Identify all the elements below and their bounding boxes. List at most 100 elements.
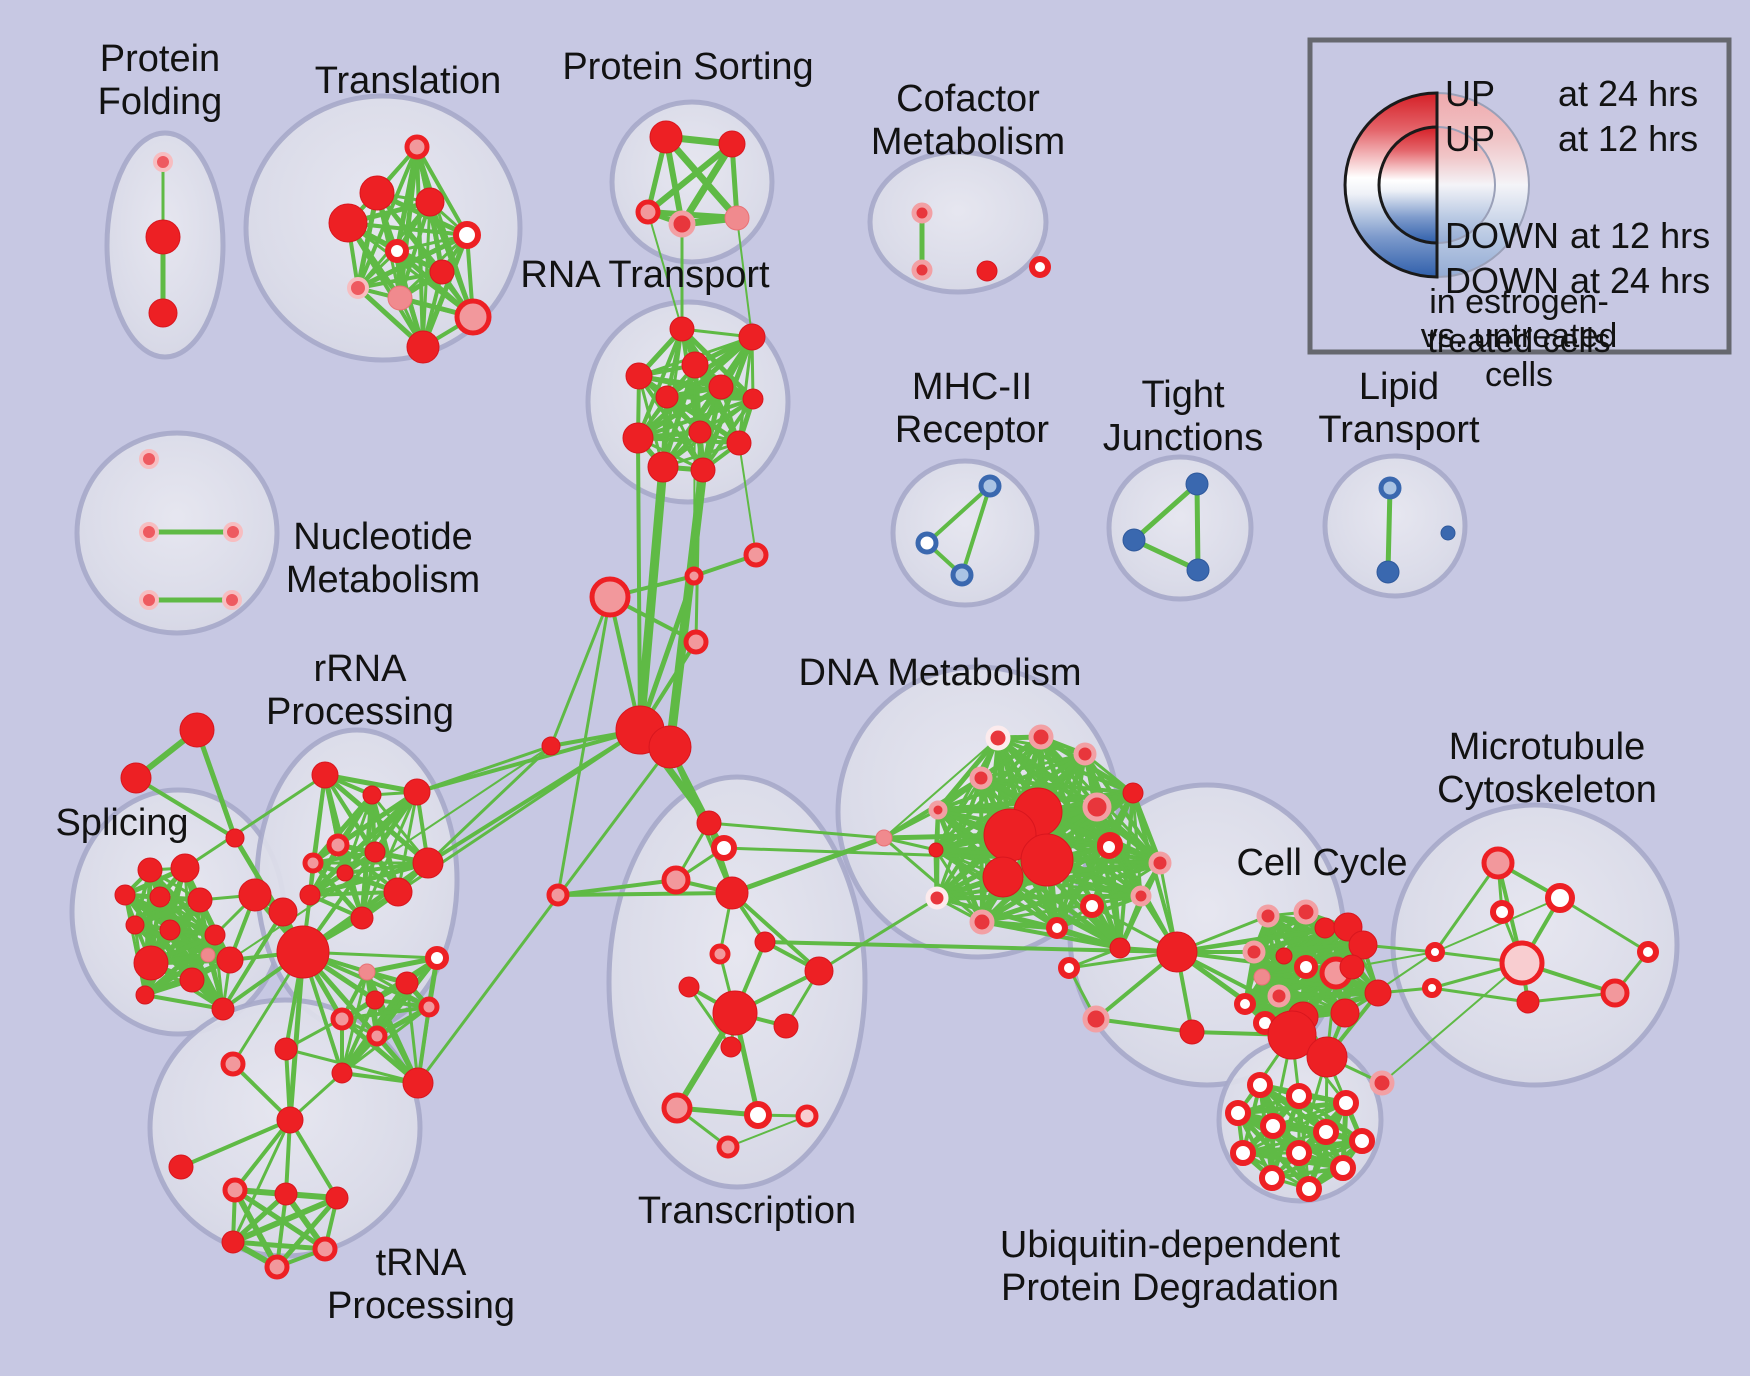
edge bbox=[274, 1195, 340, 1270]
node bbox=[1267, 984, 1291, 1008]
edge bbox=[183, 773, 327, 870]
node bbox=[1296, 1176, 1322, 1202]
node bbox=[312, 1236, 338, 1262]
edge bbox=[232, 1187, 280, 1270]
node bbox=[200, 947, 216, 963]
edge bbox=[979, 860, 1163, 925]
cluster-transcription-label: Transcription bbox=[637, 1190, 857, 1232]
cluster-rrna-processing-label: rRNA Processing bbox=[266, 648, 454, 734]
edge bbox=[882, 836, 938, 852]
node bbox=[1286, 1083, 1312, 1109]
edge bbox=[980, 894, 1143, 924]
edge bbox=[736, 217, 753, 338]
node bbox=[1440, 525, 1456, 541]
node bbox=[1260, 1113, 1286, 1139]
node bbox=[325, 1186, 349, 1210]
edge bbox=[230, 1239, 328, 1252]
cluster-protein-sorting-bubble bbox=[609, 99, 775, 265]
node bbox=[1267, 1010, 1317, 1060]
edge bbox=[221, 910, 285, 1011]
edge bbox=[1433, 861, 1500, 954]
node bbox=[302, 852, 324, 874]
cluster-mhc-ii-receptor-bubble bbox=[890, 458, 1040, 608]
node bbox=[688, 420, 712, 444]
node bbox=[978, 474, 1002, 498]
node bbox=[133, 945, 169, 981]
node bbox=[726, 430, 752, 456]
node bbox=[1256, 904, 1280, 928]
node bbox=[1156, 931, 1198, 973]
node bbox=[170, 853, 200, 883]
legend-row-2-time: at 12 hrs bbox=[1570, 215, 1711, 256]
edge bbox=[556, 891, 734, 897]
node bbox=[120, 762, 152, 794]
edge bbox=[340, 998, 377, 1075]
cluster-splicing-label: Splicing bbox=[55, 802, 189, 844]
legend-row-0-time: at 24 hrs bbox=[1558, 73, 1699, 114]
cluster-protein-folding-label: Protein Folding bbox=[97, 38, 223, 124]
node bbox=[153, 152, 173, 172]
node bbox=[718, 130, 746, 158]
node bbox=[1313, 1119, 1339, 1145]
node bbox=[1185, 472, 1209, 496]
edge bbox=[1095, 805, 1179, 954]
edge bbox=[340, 1005, 431, 1021]
node bbox=[715, 876, 749, 910]
edge bbox=[729, 835, 887, 896]
node bbox=[225, 828, 245, 848]
legend-row-3-direction: DOWN bbox=[1445, 260, 1559, 301]
node bbox=[216, 946, 244, 974]
edge bbox=[231, 1118, 292, 1244]
legend-footer-line-0: in estrogen-treated cells bbox=[1427, 283, 1611, 360]
edge bbox=[415, 744, 553, 794]
node bbox=[1286, 1140, 1312, 1166]
cluster-ubiquitin-label: Ubiquitin-dependent Protein Degradation bbox=[999, 1224, 1341, 1310]
legend-row-1-time: at 12 hrs bbox=[1558, 118, 1699, 159]
node bbox=[1499, 940, 1545, 986]
node bbox=[1130, 885, 1152, 907]
edge bbox=[1241, 1130, 1328, 1155]
node bbox=[211, 997, 235, 1021]
node bbox=[135, 985, 155, 1005]
node bbox=[1306, 1036, 1348, 1078]
node bbox=[928, 800, 948, 820]
cluster-lipid-transport-bubble bbox=[1322, 453, 1468, 599]
edge bbox=[665, 395, 755, 401]
node bbox=[589, 576, 631, 618]
node bbox=[773, 1013, 799, 1039]
node bbox=[969, 909, 995, 935]
edge bbox=[284, 1047, 420, 1085]
node bbox=[915, 531, 939, 555]
node bbox=[1378, 476, 1402, 500]
node bbox=[1422, 978, 1442, 998]
node bbox=[148, 298, 178, 328]
cluster-cell-cycle-label: Cell Cycle bbox=[1236, 842, 1408, 884]
node bbox=[1369, 1070, 1395, 1096]
node bbox=[222, 590, 242, 610]
edge bbox=[1235, 1100, 1349, 1116]
node bbox=[1293, 899, 1319, 925]
node bbox=[1545, 883, 1575, 913]
node bbox=[1186, 558, 1210, 582]
node bbox=[418, 996, 440, 1018]
node bbox=[1020, 833, 1074, 887]
node bbox=[678, 976, 700, 998]
node bbox=[328, 203, 368, 243]
node bbox=[1234, 993, 1256, 1015]
node bbox=[635, 199, 661, 225]
node bbox=[1294, 955, 1318, 979]
edge bbox=[1260, 975, 1380, 995]
edge bbox=[1344, 951, 1436, 1014]
node bbox=[137, 857, 163, 883]
node bbox=[403, 778, 431, 806]
node bbox=[1230, 1140, 1256, 1166]
edge bbox=[647, 211, 683, 330]
edge bbox=[979, 776, 1135, 795]
node bbox=[1481, 846, 1515, 880]
node bbox=[359, 175, 395, 211]
node bbox=[925, 886, 949, 910]
node bbox=[716, 1135, 740, 1159]
edge bbox=[142, 952, 211, 998]
node bbox=[139, 590, 159, 610]
